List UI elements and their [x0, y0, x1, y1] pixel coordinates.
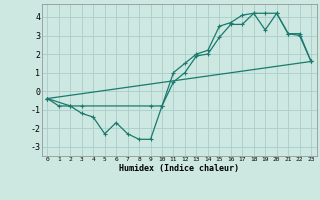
X-axis label: Humidex (Indice chaleur): Humidex (Indice chaleur) [119, 164, 239, 173]
